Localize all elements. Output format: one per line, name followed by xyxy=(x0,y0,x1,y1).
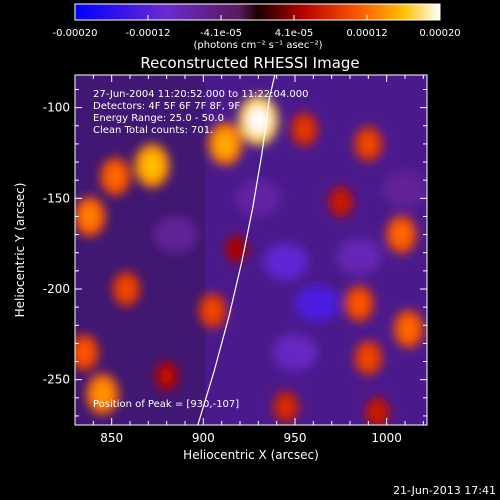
y-tick-label: -100 xyxy=(43,101,70,115)
hot-spot-core xyxy=(160,367,174,385)
hot-spot-core xyxy=(106,165,124,188)
hot-spot-core xyxy=(247,106,270,135)
x-tick-label: 950 xyxy=(284,431,307,445)
annotation-line: Clean Total counts: 701. xyxy=(93,125,213,136)
hot-spot-core xyxy=(296,120,312,139)
hot-spot-core xyxy=(360,134,377,154)
colorbar-tick-label: 0.00020 xyxy=(419,28,460,39)
colorbar-tick-label: 4.1e-05 xyxy=(275,28,313,39)
hot-spot-core xyxy=(215,132,235,156)
x-axis: 850 900 950 1000 xyxy=(92,75,424,445)
x-tick-label: 1000 xyxy=(371,431,402,445)
chart-title: Reconstructed RHESSI Image xyxy=(140,54,359,72)
colorbar-unit-label: (photons cm⁻² s⁻¹ asec⁻²) xyxy=(193,40,322,51)
solar-limb-curve xyxy=(197,75,276,425)
cold-spot xyxy=(153,216,198,253)
cold-spot xyxy=(383,171,427,208)
x-tick-label: 850 xyxy=(100,431,123,445)
annotation-block: 27-Jun-2004 11:20:52.000 to 11:22:04.000… xyxy=(93,89,309,410)
colorbar xyxy=(74,3,441,21)
hot-spot-core xyxy=(93,382,112,406)
colorbar-ticks: -0.00020 -0.00012 -4.1e-05 4.1e-05 0.00012 0.… xyxy=(53,15,461,39)
cold-spot xyxy=(337,238,382,275)
hot-spot-core xyxy=(118,279,135,299)
colorbar-tick-label: 0.00012 xyxy=(346,28,387,39)
annotation-line: 27-Jun-2004 11:20:52.000 to 11:22:04.000 xyxy=(93,89,309,100)
peak-position-label: Position of Peak = [930,-107] xyxy=(93,399,239,410)
y-tick-label: -200 xyxy=(43,282,70,296)
hot-spot-core xyxy=(80,205,99,228)
y-axis-label: Heliocentric Y (arcsec) xyxy=(13,183,27,318)
colorbar-tick-label: -0.00012 xyxy=(126,28,171,39)
hot-spot-core xyxy=(230,241,243,257)
cold-spot xyxy=(236,180,281,217)
y-tick-label: -250 xyxy=(43,373,70,387)
annotation-line: Energy Range: 25.0 - 50.0 xyxy=(93,113,224,124)
colorbar-tick-label: -0.00020 xyxy=(53,28,98,39)
image-area xyxy=(75,75,427,425)
colorbar-tick-label: -4.1e-05 xyxy=(200,28,242,39)
hot-spot-core xyxy=(392,223,410,246)
cold-spot xyxy=(295,285,339,322)
hot-spot-core xyxy=(142,153,162,178)
x-axis-label: Heliocentric X (arcsec) xyxy=(183,448,319,462)
hot-spot-core xyxy=(204,300,221,321)
hot-spot-core xyxy=(278,397,293,416)
cold-spot xyxy=(273,334,317,371)
hot-spot-core xyxy=(334,193,348,211)
plot-frame xyxy=(74,74,428,426)
hot-spot-core xyxy=(370,403,385,421)
y-axis: -100 -150 -200 -250 xyxy=(43,89,427,417)
hot-spot-core xyxy=(400,318,418,340)
hot-spot-core xyxy=(76,342,93,363)
hot-spot-core xyxy=(360,348,377,368)
footer-timestamp: 21-Jun-2013 17:41 xyxy=(393,484,496,497)
y-tick-label: -150 xyxy=(43,191,70,205)
hot-spot-core xyxy=(351,293,368,314)
x-tick-label: 900 xyxy=(192,431,215,445)
annotation-line: Detectors: 4F 5F 6F 7F 8F, 9F xyxy=(93,101,240,112)
cold-spot xyxy=(263,243,308,280)
